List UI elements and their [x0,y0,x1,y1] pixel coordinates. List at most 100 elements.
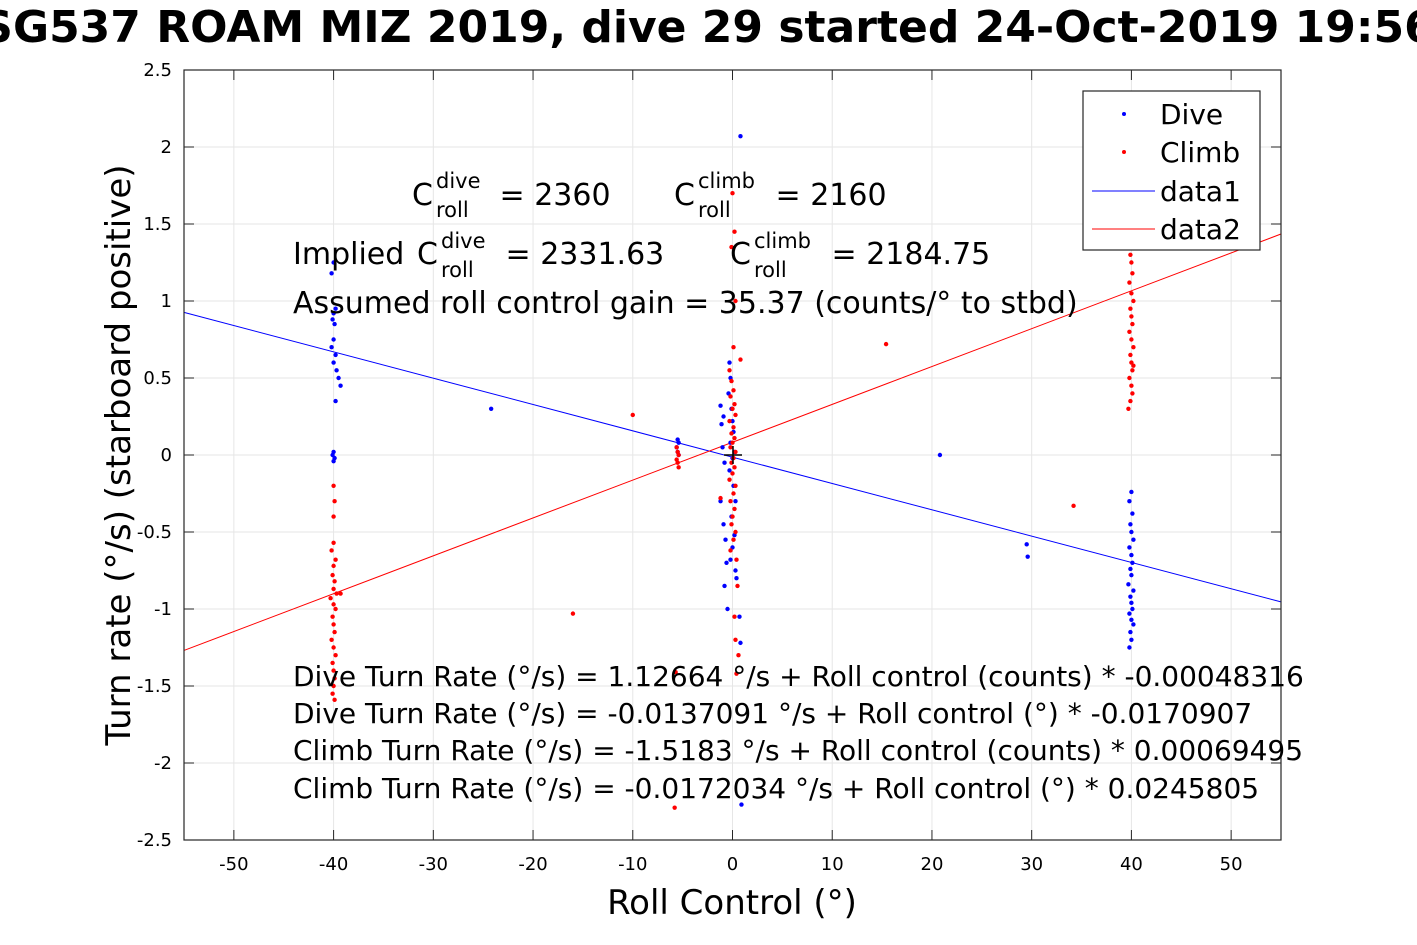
point-dive [1129,552,1134,558]
point-climb [332,676,337,681]
x-tick-label: -10 [618,854,647,875]
point-climb [333,557,338,562]
point-climb [1127,329,1132,334]
point-climb [1129,337,1134,342]
annotation-crow-climb: C climb roll = 2160 [674,169,887,222]
svg-text:C: C [730,237,751,272]
y-tick-label: 0 [161,445,172,466]
equation-dive-degrees: Dive Turn Rate (°/s) = -0.0137091 °/s + … [293,697,1252,730]
point-dive [1129,572,1134,578]
point-dive [725,606,730,612]
point-climb [728,499,733,504]
point-dive [1131,588,1136,593]
point-dive [718,403,723,408]
point-dive [330,317,335,322]
point-climb [733,483,738,488]
point-climb [733,449,738,455]
point-dive [738,134,743,139]
point-dive [1129,637,1134,642]
point-dive [722,460,727,465]
point-dive [727,360,732,365]
point-climb [732,435,737,441]
y-tick-label: 1.5 [143,214,172,235]
svg-text:C: C [412,178,433,213]
legend-item-data2: data2 [1092,213,1241,246]
point-dive [331,458,336,464]
point-climb [630,412,635,418]
point-climb [332,629,337,635]
point-climb [730,440,735,445]
point-dive [727,468,732,473]
point-dive [331,260,336,265]
point-dive [329,345,334,350]
legend-dive-label: Dive [1160,98,1223,131]
point-climb [735,583,740,589]
point-dive [1128,522,1133,527]
point-climb [1128,352,1133,358]
axes-box [183,69,1282,841]
point-climb [730,406,735,411]
point-dive [721,522,726,527]
point-climb [731,537,736,542]
point-dive [676,440,681,445]
legend-dive-marker [1122,112,1126,116]
point-climb [331,514,336,519]
point-climb [732,401,737,407]
x-tick-label: -30 [419,854,448,875]
legend-data2-label: data2 [1160,213,1241,246]
x-axis-ticks: -50 -40 -30 -20 -10 0 10 20 30 40 50 [219,70,1243,875]
point-climb [733,637,738,642]
point-climb [338,591,343,596]
point-dive [1129,617,1134,622]
point-climb [1129,291,1134,296]
point-climb [733,298,738,304]
point-climb [731,388,736,393]
point-climb [331,622,336,627]
point-climb [329,548,334,553]
point-dive [722,583,727,589]
point-dive [739,802,744,807]
point-climb [729,244,734,250]
svg-text:= 2331.63: = 2331.63 [496,237,664,272]
point-climb [1131,363,1136,368]
point-dive [1127,499,1132,504]
x-tick-label: -40 [319,854,348,875]
legend-data1-label: data1 [1160,175,1241,208]
point-climb [729,431,734,436]
equation-dive-counts: Dive Turn Rate (°/s) = 1.12664 °/s + Rol… [293,660,1304,693]
point-climb [1129,383,1134,388]
point-dive [332,321,337,327]
y-axis-ticks: -2.5 -2 -1.5 -1 -0.5 0 0.5 1 1.5 2 2.5 [137,60,1281,851]
y-tick-label: 2.5 [143,60,172,81]
point-climb [727,477,732,482]
point-climb [332,579,337,584]
x-tick-label: -20 [518,854,547,875]
point-dive [718,499,723,504]
point-dive [734,576,739,581]
point-climb [718,495,723,501]
point-dive [338,383,343,388]
point-climb [734,671,739,676]
y-tick-label: -2 [154,753,172,774]
point-climb [1127,280,1132,285]
point-dive [1129,489,1134,495]
point-climb [732,229,737,234]
point-climb [731,425,736,430]
point-dive [737,614,742,619]
point-climb [331,586,336,592]
legend-climb-label: Climb [1160,136,1240,169]
point-dive [721,414,726,419]
point-dive [1126,582,1131,587]
x-tick-label: 40 [1120,854,1143,875]
chart-title-container: SG537 ROAM MIZ 2019, dive 29 started 24-… [0,0,1417,70]
svg-text:C: C [674,178,695,213]
point-climb [727,368,732,373]
point-climb [1131,345,1136,350]
point-dive [331,311,336,316]
legend-item-climb: Climb [1122,136,1240,169]
point-climb [727,418,732,424]
svg-text:= 2360: = 2360 [490,178,611,213]
point-climb [1128,252,1133,257]
x-tick-label: -50 [219,854,248,875]
point-dive [719,422,724,427]
